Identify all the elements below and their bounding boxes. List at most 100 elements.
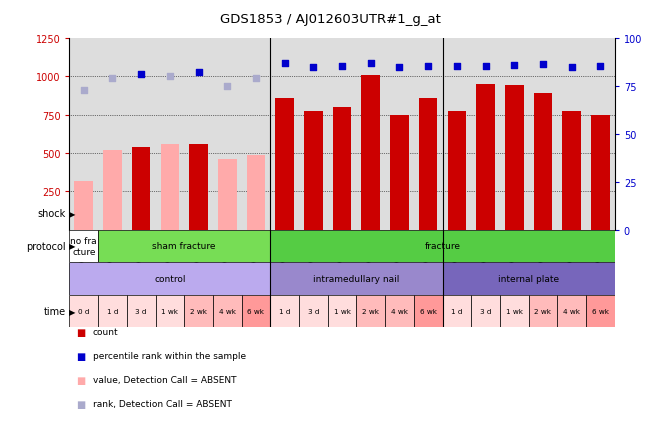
Bar	[442, 263, 615, 295]
Text: intramedullary nail: intramedullary nail	[313, 274, 400, 283]
Point	[595, 64, 605, 71]
Bar	[276, 99, 294, 230]
Bar	[505, 85, 524, 230]
Text: fracture: fracture	[424, 242, 461, 251]
Point	[165, 74, 175, 81]
Text: 4 wk: 4 wk	[563, 309, 580, 314]
Point	[394, 65, 405, 72]
Point	[366, 60, 376, 67]
Text: 1 d: 1 d	[106, 309, 118, 314]
Text: 4 wk: 4 wk	[219, 309, 236, 314]
Point	[481, 63, 491, 70]
Bar	[529, 295, 557, 328]
Text: 6 wk: 6 wk	[592, 309, 609, 314]
Text: 4 wk: 4 wk	[391, 309, 408, 314]
Bar	[213, 295, 242, 328]
Bar	[270, 263, 442, 295]
Bar	[304, 112, 323, 230]
Point	[509, 62, 520, 69]
Bar	[328, 295, 356, 328]
Bar	[390, 116, 408, 230]
Text: shock: shock	[38, 209, 66, 219]
Point	[193, 69, 204, 76]
Text: ▶: ▶	[69, 307, 76, 316]
Text: 1 d: 1 d	[451, 309, 463, 314]
Text: control: control	[154, 274, 186, 283]
Bar	[563, 112, 581, 230]
Bar	[419, 99, 438, 230]
Bar	[132, 148, 151, 230]
Text: ■: ■	[76, 327, 85, 337]
Point	[222, 83, 233, 90]
Point	[566, 65, 577, 72]
Text: GDS1853 / AJ012603UTR#1_g_at: GDS1853 / AJ012603UTR#1_g_at	[220, 13, 441, 26]
Bar	[586, 295, 615, 328]
Point	[251, 76, 261, 82]
Point	[451, 63, 462, 70]
Bar	[442, 295, 471, 328]
Text: 2 wk: 2 wk	[190, 309, 207, 314]
Bar	[103, 151, 122, 230]
Bar	[69, 263, 270, 295]
Text: count: count	[93, 328, 118, 336]
Bar	[414, 295, 442, 328]
Bar	[332, 108, 352, 230]
Bar	[69, 230, 98, 263]
Bar	[270, 295, 299, 328]
Text: ■: ■	[76, 399, 85, 408]
Bar	[161, 145, 179, 230]
Bar	[557, 295, 586, 328]
Bar	[155, 295, 184, 328]
Point	[107, 76, 118, 82]
Text: internal plate: internal plate	[498, 274, 559, 283]
Bar	[500, 295, 529, 328]
Bar	[476, 85, 495, 230]
Text: 1 d: 1 d	[279, 309, 290, 314]
Text: 3 d: 3 d	[480, 309, 491, 314]
Bar	[447, 112, 466, 230]
Text: 3 d: 3 d	[307, 309, 319, 314]
Text: 2 wk: 2 wk	[362, 309, 379, 314]
Point	[336, 64, 348, 71]
Point	[423, 63, 434, 70]
Bar	[362, 76, 380, 230]
Text: value, Detection Call = ABSENT: value, Detection Call = ABSENT	[93, 375, 236, 384]
Bar	[299, 295, 328, 328]
Bar	[270, 230, 615, 263]
Text: 2 wk: 2 wk	[535, 309, 551, 314]
Text: 6 wk: 6 wk	[247, 309, 264, 314]
Text: 1 wk: 1 wk	[161, 309, 178, 314]
Text: sham fracture: sham fracture	[153, 242, 216, 251]
Bar	[127, 295, 155, 328]
Point	[79, 88, 89, 95]
Text: ■: ■	[76, 375, 85, 385]
Bar	[242, 295, 270, 328]
Text: ▶: ▶	[69, 242, 76, 251]
Text: 0 d: 0 d	[78, 309, 89, 314]
Bar	[75, 181, 93, 230]
Bar	[98, 295, 127, 328]
Point	[308, 65, 319, 72]
Text: no fra
cture: no fra cture	[71, 237, 97, 256]
Bar	[189, 145, 208, 230]
Text: protocol: protocol	[26, 241, 66, 251]
Text: 1 wk: 1 wk	[506, 309, 523, 314]
Bar	[356, 295, 385, 328]
Bar	[591, 116, 609, 230]
Text: 3 d: 3 d	[136, 309, 147, 314]
Text: rank, Detection Call = ABSENT: rank, Detection Call = ABSENT	[93, 399, 231, 408]
Text: 1 wk: 1 wk	[334, 309, 350, 314]
Text: time: time	[44, 306, 66, 316]
Bar	[218, 160, 237, 230]
Bar	[184, 295, 213, 328]
Text: ▶: ▶	[69, 209, 76, 218]
Point	[537, 62, 548, 69]
Bar	[247, 155, 265, 230]
Bar	[69, 295, 98, 328]
Bar	[385, 295, 414, 328]
Point	[136, 72, 147, 79]
Bar	[75, 181, 93, 230]
Text: percentile rank within the sample: percentile rank within the sample	[93, 352, 246, 360]
Point	[280, 60, 290, 67]
Text: ■: ■	[76, 351, 85, 361]
